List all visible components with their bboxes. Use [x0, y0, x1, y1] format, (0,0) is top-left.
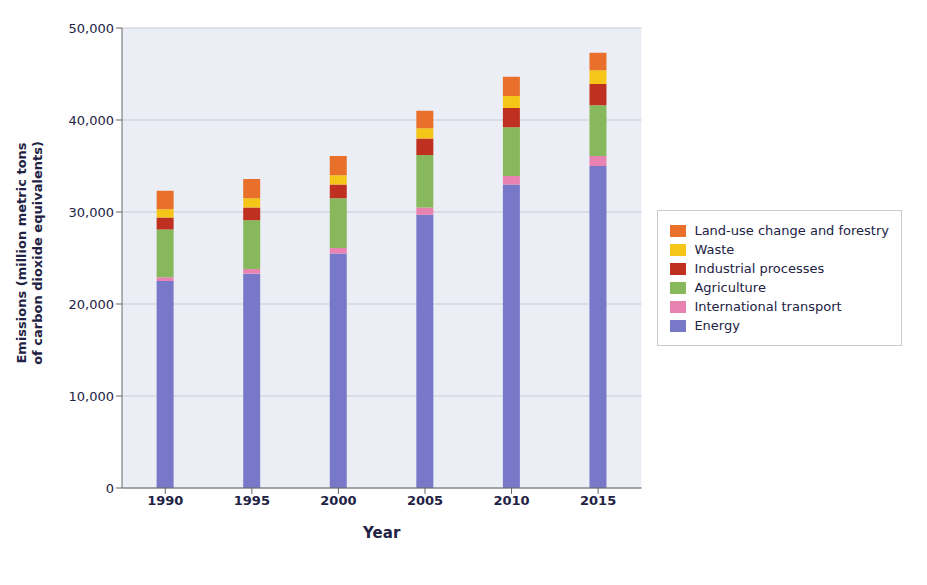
svg-text:Emissions (million metric tons: Emissions (million metric tonsof carbon … — [14, 141, 45, 365]
svg-text:0: 0 — [106, 481, 114, 496]
html-text:Land-use change and forestry: Land-use change and forestry — [694, 223, 889, 238]
svg-text:20,000: 20,000 — [69, 297, 115, 312]
svg-text:2005: 2005 — [407, 493, 443, 508]
svg-text:1990: 1990 — [147, 493, 183, 508]
html-text:Agriculture: Agriculture — [694, 280, 766, 295]
svg-text:2000: 2000 — [320, 493, 356, 508]
svg-text:30,000: 30,000 — [69, 205, 115, 220]
svg-text:50,000: 50,000 — [69, 21, 115, 36]
html-text:Industrial processes: Industrial processes — [694, 261, 825, 276]
svg-text:40,000: 40,000 — [69, 113, 115, 128]
svg-text:2015: 2015 — [580, 493, 616, 508]
svg-text:1995: 1995 — [234, 493, 270, 508]
html-text:International transport: International transport — [694, 299, 842, 314]
html-text:Energy: Energy — [694, 318, 740, 333]
html-text:Waste: Waste — [694, 242, 735, 257]
svg-text:10,000: 10,000 — [69, 389, 115, 404]
svg-text:2010: 2010 — [493, 493, 529, 508]
svg-text:Year: Year — [362, 524, 401, 542]
